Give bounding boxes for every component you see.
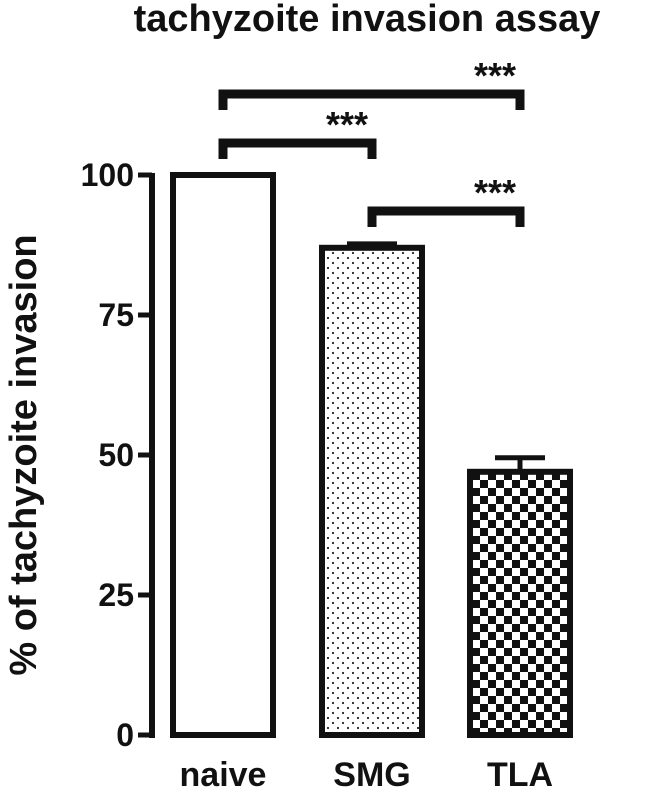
bars [170,172,573,739]
significance-bracket [367,206,525,227]
significance-brackets: *** *** *** [218,55,525,227]
y-axis: 0 25 50 75 100 [81,157,155,753]
x-tick-label-tla: TLA [487,756,553,790]
bar-tla [467,468,573,738]
x-tick-label-smg: SMG [333,756,410,790]
significance-bracket [218,89,525,110]
error-bars [347,241,545,472]
x-axis-labels: naive SMG TLA [180,756,554,790]
y-tick-label: 100 [81,157,134,193]
significance-label: *** [474,55,516,96]
bar-smg [319,244,425,739]
significance-bracket [218,138,377,159]
y-tick-label: 75 [98,297,134,333]
y-tick-label: 0 [116,717,134,753]
y-tick-label: 50 [98,437,134,473]
significance-label: *** [474,172,516,213]
chart-title: tachyzoite invasion assay [134,0,601,40]
x-tick-label-naive: naive [180,756,267,790]
significance-label: *** [326,104,368,145]
bar-naive [170,172,276,738]
y-axis-label: % of tachyzoite invasion [3,234,45,675]
y-tick-label: 25 [98,577,134,613]
